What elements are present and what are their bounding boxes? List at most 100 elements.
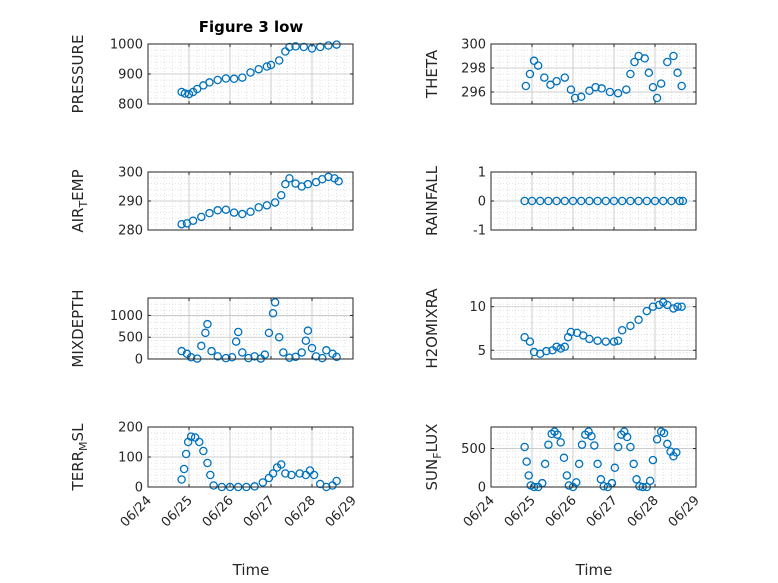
data-point xyxy=(209,481,218,490)
y-tick-label: 5 xyxy=(478,344,486,359)
axes-box xyxy=(490,297,697,360)
data-point xyxy=(529,347,539,357)
data-point xyxy=(597,84,606,93)
data-point xyxy=(299,42,309,52)
data-point xyxy=(229,208,239,217)
subplot-6: 06/24 06/25 06/26 06/27 06/28 06/29 0 100 200 TER… xyxy=(69,421,360,531)
data-point xyxy=(677,302,686,311)
data-point xyxy=(640,54,650,63)
data-point xyxy=(626,69,635,79)
data-point xyxy=(593,459,602,469)
data-point xyxy=(238,348,247,357)
data-point xyxy=(652,435,662,444)
data-point xyxy=(626,196,635,206)
x-tick-label: 06/28 xyxy=(282,493,319,530)
data-point xyxy=(238,73,247,82)
data-point xyxy=(203,458,212,468)
data-point xyxy=(197,341,206,351)
data-point xyxy=(634,315,643,325)
data-point xyxy=(553,430,562,439)
y-tick-label: 300 xyxy=(118,166,143,181)
data-point xyxy=(609,196,619,206)
data-point xyxy=(213,75,222,85)
data-point xyxy=(544,196,553,206)
data-point xyxy=(599,481,609,491)
x-tick-label: 06/29 xyxy=(323,493,360,530)
data-point xyxy=(672,448,681,457)
axes-box xyxy=(147,297,354,360)
data-point xyxy=(303,326,313,335)
y-axis-label: TERRMSL xyxy=(69,423,90,492)
data-point xyxy=(268,469,278,478)
data-point xyxy=(520,442,529,452)
data-point xyxy=(270,298,280,307)
x-tick-label: 06/27 xyxy=(241,493,278,530)
data-point xyxy=(673,302,682,311)
subplot-4: 0 500 1000 MIXDEPTH xyxy=(69,289,354,368)
data-point xyxy=(570,93,580,103)
data-point xyxy=(521,81,531,91)
data-point xyxy=(593,196,602,206)
data-point xyxy=(254,203,263,212)
data-point xyxy=(590,441,599,450)
y-tick-label: 100 xyxy=(118,451,143,466)
data-point xyxy=(552,76,561,86)
data-point xyxy=(593,336,602,345)
data-point xyxy=(596,475,606,484)
data-point xyxy=(560,342,570,352)
y-tick-label: 1 xyxy=(478,166,486,181)
y-tick-label: 900 xyxy=(118,68,143,83)
data-point xyxy=(281,179,290,189)
data-point xyxy=(199,446,208,456)
data-point xyxy=(285,42,294,52)
data-point xyxy=(572,478,581,487)
data-point xyxy=(533,61,543,70)
data-point xyxy=(540,459,550,469)
figure-title: Figure 3 low xyxy=(199,18,304,36)
x-tick-label: 06/29 xyxy=(666,493,703,530)
subplot-0: 800 900 1000 PRESSURE xyxy=(69,35,354,114)
y-tick-label: 300 xyxy=(461,38,486,53)
y-tick-label: -1 xyxy=(473,224,486,239)
data-point xyxy=(585,86,594,96)
data-point xyxy=(566,85,576,94)
x-tick-label: 06/27 xyxy=(584,493,621,530)
data-point xyxy=(556,438,565,447)
data-point xyxy=(227,353,237,362)
subplot-7: 06/24 06/25 06/26 06/27 06/28 06/29 0 500 SUNFLU… xyxy=(423,424,703,531)
y-axis-label: PRESSURE xyxy=(69,35,87,114)
data-point xyxy=(244,353,253,363)
y-tick-label: 298 xyxy=(461,62,486,77)
data-point xyxy=(332,352,341,362)
data-point xyxy=(617,196,627,206)
data-point xyxy=(285,353,294,362)
data-point xyxy=(562,471,572,480)
subplot-3: -1 0 1 RAINFALL xyxy=(423,165,697,239)
x-tick-label: 06/28 xyxy=(625,493,662,530)
data-point xyxy=(601,337,611,346)
data-point xyxy=(644,68,654,78)
data-point xyxy=(622,85,631,94)
x-tick-label: 06/26 xyxy=(200,493,237,530)
data-point xyxy=(250,482,259,491)
data-point xyxy=(560,73,570,82)
y-tick-label: 0 xyxy=(135,353,143,368)
data-point xyxy=(669,51,678,61)
data-point xyxy=(213,352,222,361)
data-point xyxy=(648,455,658,465)
data-point xyxy=(177,475,186,484)
data-point xyxy=(229,74,239,84)
data-point xyxy=(613,442,623,452)
data-point xyxy=(334,177,343,186)
data-point xyxy=(309,470,319,480)
axes-box xyxy=(490,426,697,488)
data-point xyxy=(522,457,531,466)
data-point xyxy=(246,68,255,77)
data-point xyxy=(617,325,627,335)
data-point xyxy=(632,475,641,484)
data-point xyxy=(262,62,272,71)
y-tick-label: 200 xyxy=(118,421,143,436)
data-point xyxy=(205,208,214,218)
data-point xyxy=(544,440,553,449)
